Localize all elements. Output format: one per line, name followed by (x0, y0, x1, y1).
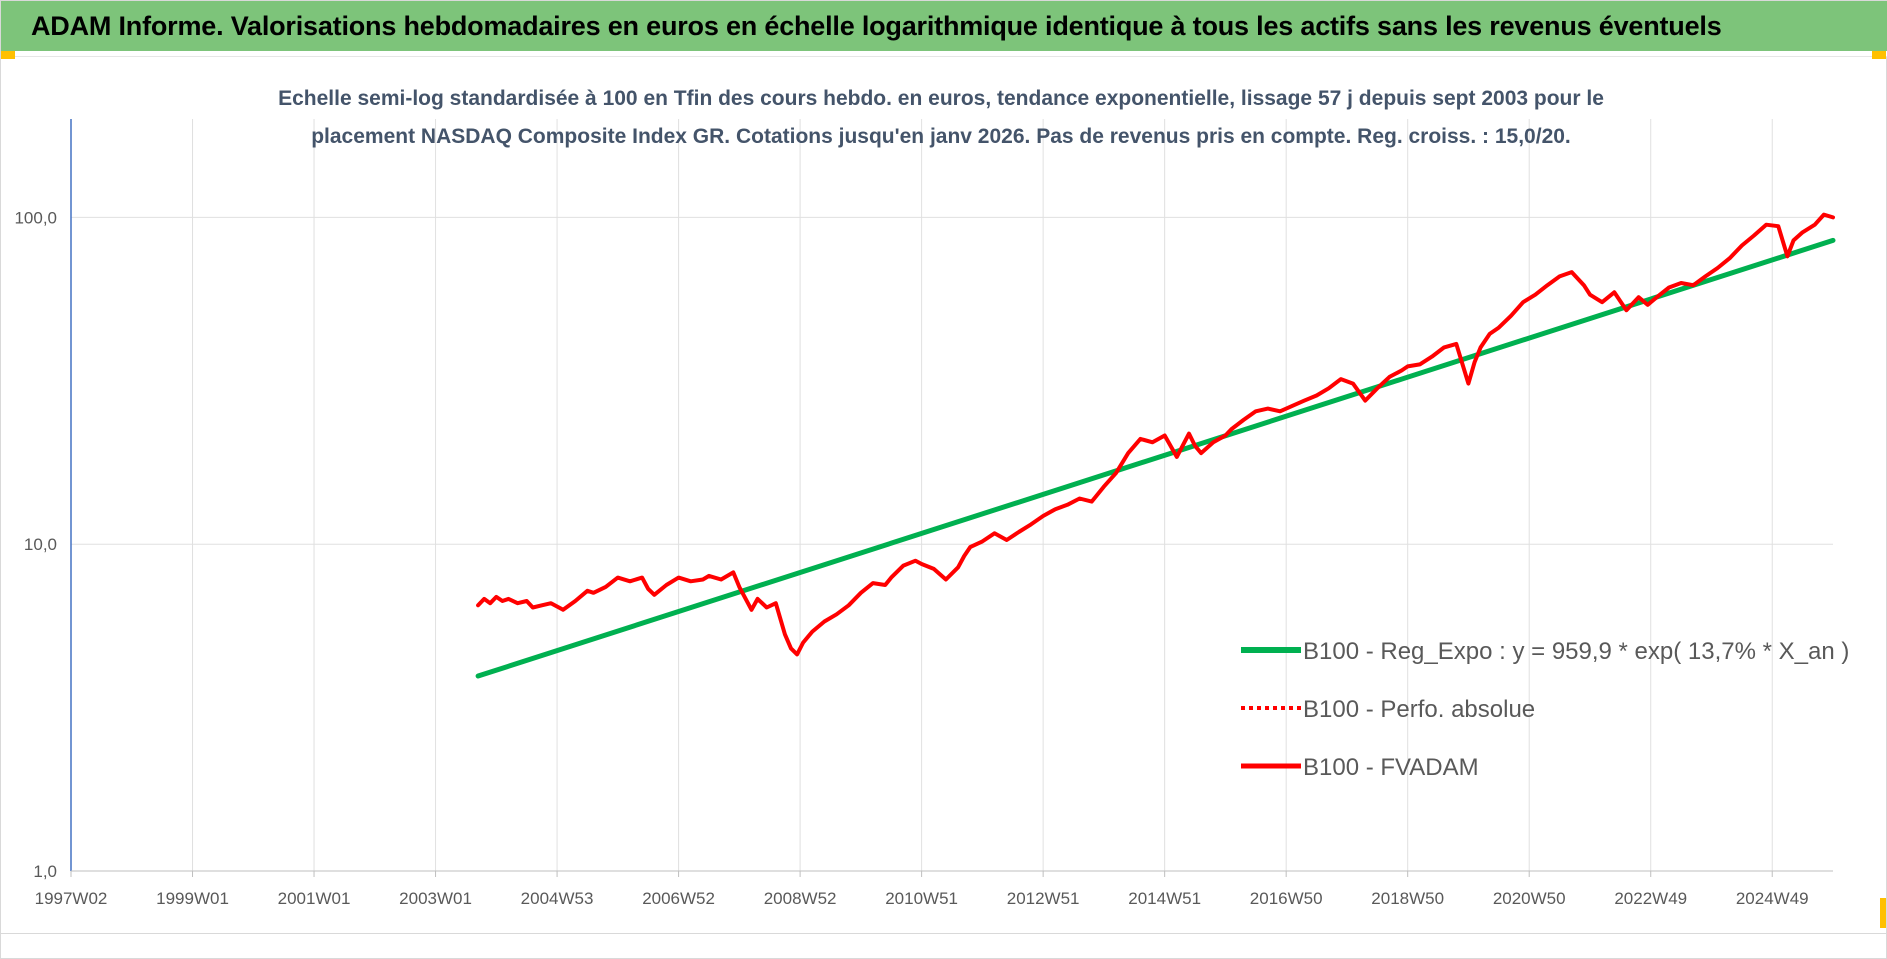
x-tick-label: 2001W01 (278, 889, 351, 908)
page-bottom-divider (1, 933, 1887, 934)
banner-divider (1, 51, 1887, 57)
x-tick-label: 2010W51 (885, 889, 958, 908)
legend-label: B100 - Reg_Expo : y = 959,9 * exp( 13,7%… (1303, 638, 1849, 665)
corner-marker-top-right (1872, 51, 1886, 59)
x-tick-label: 2014W51 (1128, 889, 1201, 908)
trend-line-series (475, 237, 1836, 679)
x-tick-label: 2006W52 (642, 889, 715, 908)
x-tick-label: 2020W50 (1493, 889, 1566, 908)
x-tick-label: 2003W01 (399, 889, 472, 908)
series-layer (475, 212, 1836, 679)
legend-label: B100 - Perfo. absolue (1303, 696, 1535, 723)
chart-title-line-2: placement NASDAQ Composite Index GR. Cot… (311, 125, 1571, 148)
x-tick-label: 2022W49 (1614, 889, 1687, 908)
x-tick-label: 2018W50 (1371, 889, 1444, 908)
x-tick-label: 2016W50 (1250, 889, 1323, 908)
price-line-series (476, 212, 1835, 657)
chart-title-line-1: Echelle semi-log standardisée à 100 en T… (278, 87, 1604, 110)
banner-title: ADAM Informe. Valorisations hebdomadaire… (31, 10, 1722, 41)
legend-layer: B100 - Reg_Expo : y = 959,9 * exp( 13,7%… (1241, 638, 1849, 781)
y-tick-label: 10,0 (24, 535, 57, 554)
y-tick-label: 1,0 (33, 862, 57, 881)
legend-label: B100 - FVADAM (1303, 754, 1479, 781)
x-tick-label: 2008W52 (764, 889, 837, 908)
axes-layer: 1997W02 1999W01 2001W01 2003W01 2004W53 2006W… (14, 119, 1833, 908)
x-tick-label: 1999W01 (156, 889, 229, 908)
x-tick-label: 1997W02 (35, 889, 108, 908)
corner-marker-bottom-right (1880, 898, 1886, 928)
y-tick-label: 100,0 (14, 208, 57, 227)
report-banner: ADAM Informe. Valorisations hebdomadaire… (1, 1, 1887, 51)
corner-marker-top-left (1, 51, 15, 59)
x-tick-label: 2024W49 (1736, 889, 1809, 908)
x-tick-label: 2012W51 (1007, 889, 1080, 908)
x-tick-label: 2004W53 (521, 889, 594, 908)
grid-layer (71, 119, 1833, 872)
